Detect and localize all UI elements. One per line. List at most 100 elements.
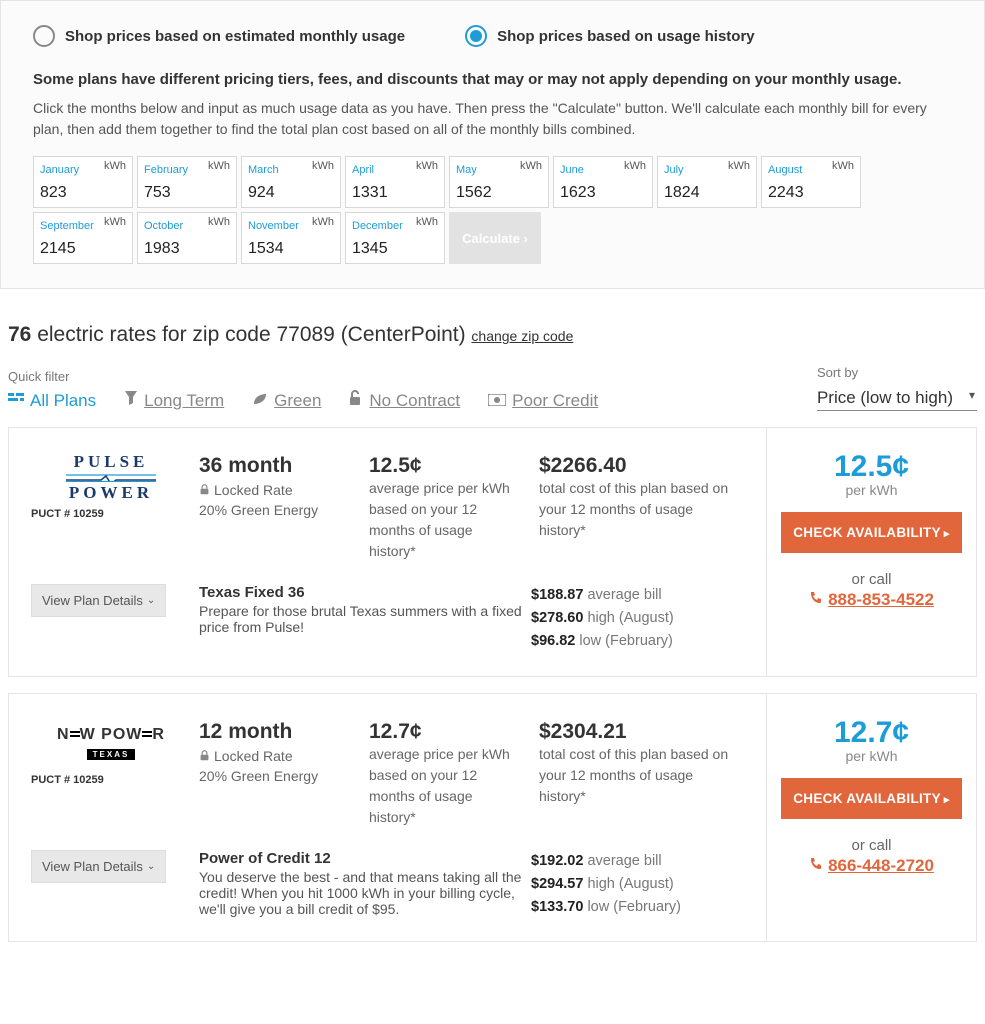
month-label: December xyxy=(352,220,403,232)
chevron-right-icon: ▸ xyxy=(944,794,950,806)
unit-label: kWh xyxy=(312,160,334,172)
plan-name: Texas Fixed 36 xyxy=(199,584,523,601)
month-input-april[interactable]: AprilkWh1331 xyxy=(345,156,445,208)
month-input-march[interactable]: MarchkWh924 xyxy=(241,156,341,208)
unit-label: kWh xyxy=(416,216,438,228)
filter-poor-credit[interactable]: Poor Credit xyxy=(488,390,598,411)
unit-label: kWh xyxy=(520,160,542,172)
phone-link[interactable]: 888-853-4522 xyxy=(809,590,934,610)
month-label: August xyxy=(768,164,802,176)
month-value: 1824 xyxy=(664,184,750,202)
high-bill-value: $278.60 xyxy=(531,610,583,626)
filter-label: No Contract xyxy=(369,391,460,411)
month-input-december[interactable]: DecemberkWh1345 xyxy=(345,212,445,264)
provider-column: PULSEPOWER PUCT # 10259 xyxy=(31,454,191,562)
view-plan-details-button[interactable]: View Plan Details⌄ xyxy=(31,584,166,617)
month-label: April xyxy=(352,164,374,176)
month-value: 1623 xyxy=(560,184,646,202)
side-price: 12.5¢ xyxy=(781,450,962,484)
filter-all-plans[interactable]: All Plans xyxy=(8,390,96,411)
green-energy: 20% Green Energy xyxy=(199,502,353,518)
month-input-may[interactable]: MaykWh1562 xyxy=(449,156,549,208)
month-value: 1983 xyxy=(144,240,230,258)
phone-icon xyxy=(809,590,823,610)
plan-card: NW POWRTEXASPUCT # 1025912 monthLocked R… xyxy=(8,693,977,943)
filter-sort-row: Quick filter All PlansLong TermGreenNo C… xyxy=(0,365,985,411)
month-input-august[interactable]: AugustkWh2243 xyxy=(761,156,861,208)
month-label: June xyxy=(560,164,584,176)
month-label: May xyxy=(456,164,477,176)
phone-link[interactable]: 866-448-2720 xyxy=(809,856,934,876)
shop-mode-radio-group: Shop prices based on estimated monthly u… xyxy=(33,25,952,47)
high-bill-label: high (August) xyxy=(587,610,673,626)
total-cost-desc: total cost of this plan based on your 12… xyxy=(539,744,736,807)
plan-term: 36 month xyxy=(199,454,353,478)
filter-long-term[interactable]: Long Term xyxy=(124,390,224,411)
month-input-september[interactable]: SeptemberkWh2145 xyxy=(33,212,133,264)
filter-label: Long Term xyxy=(144,391,224,411)
month-label: November xyxy=(248,220,299,232)
plans-list: PULSEPOWER PUCT # 10259 36 month Locked Rat… xyxy=(0,427,985,942)
lock-icon xyxy=(199,748,210,764)
results-header: 76 electric rates for zip code 77089 (Ce… xyxy=(0,289,985,347)
unit-label: kWh xyxy=(104,160,126,172)
chevron-down-icon: ⌄ xyxy=(147,595,155,606)
avg-bill-value: $188.87 xyxy=(531,587,583,603)
avg-bill-label: average bill xyxy=(587,587,661,603)
plan-name: Power of Credit 12 xyxy=(199,850,523,867)
per-kwh-label: per kWh xyxy=(781,748,962,764)
month-value: 823 xyxy=(40,184,126,202)
chevron-right-icon: ▸ xyxy=(944,528,950,540)
green-energy: 20% Green Energy xyxy=(199,768,353,784)
puct-number: PUCT # 10259 xyxy=(31,508,191,520)
sort-select[interactable]: Price (low to high) xyxy=(817,386,977,411)
filter-icon xyxy=(488,391,506,411)
month-input-july[interactable]: JulykWh1824 xyxy=(657,156,757,208)
provider-logo: NW POWRTEXAS xyxy=(57,726,165,762)
change-zip-link[interactable]: change zip code xyxy=(471,328,573,344)
month-input-november[interactable]: NovemberkWh1534 xyxy=(241,212,341,264)
chevron-down-icon: ⌄ xyxy=(147,861,155,872)
or-call-label: or call xyxy=(781,571,962,588)
view-plan-details-button[interactable]: View Plan Details⌄ xyxy=(31,850,166,883)
low-bill-value: $133.70 xyxy=(531,899,583,915)
month-input-june[interactable]: JunekWh1623 xyxy=(553,156,653,208)
filter-icon xyxy=(124,390,138,411)
bill-summary: $192.02 average bill$294.57 high (August… xyxy=(531,850,681,920)
filter-icon xyxy=(252,391,268,411)
high-bill-value: $294.57 xyxy=(531,876,583,892)
unit-label: kWh xyxy=(832,160,854,172)
per-kwh-label: per kWh xyxy=(781,482,962,498)
filter-icon xyxy=(349,390,363,411)
avg-price-desc: average price per kWh based on your 12 m… xyxy=(369,744,523,828)
provider-column: NW POWRTEXASPUCT # 10259 xyxy=(31,720,191,828)
low-bill-value: $96.82 xyxy=(531,633,575,649)
filter-no-contract[interactable]: No Contract xyxy=(349,390,460,411)
results-count: 76 xyxy=(8,323,31,346)
radio-label: Shop prices based on usage history xyxy=(497,28,755,45)
month-value: 1331 xyxy=(352,184,438,202)
check-availability-button[interactable]: CHECK AVAILABILITY▸ xyxy=(781,778,962,819)
locked-rate: Locked Rate xyxy=(199,748,353,764)
check-availability-button[interactable]: CHECK AVAILABILITY▸ xyxy=(781,512,962,553)
calculate-button[interactable]: Calculate › xyxy=(449,212,541,264)
provider-logo: PULSEPOWER xyxy=(66,453,156,502)
radio-usage-history[interactable]: Shop prices based on usage history xyxy=(465,25,755,47)
sort-section: Sort by Price (low to high) xyxy=(817,365,977,411)
month-value: 2145 xyxy=(40,240,126,258)
radio-estimated-usage[interactable]: Shop prices based on estimated monthly u… xyxy=(33,25,405,47)
or-call-label: or call xyxy=(781,837,962,854)
unit-label: kWh xyxy=(208,216,230,228)
avg-price-desc: average price per kWh based on your 12 m… xyxy=(369,478,523,562)
month-label: February xyxy=(144,164,188,176)
month-input-february[interactable]: FebruarykWh753 xyxy=(137,156,237,208)
filter-green[interactable]: Green xyxy=(252,390,321,411)
unit-label: kWh xyxy=(728,160,750,172)
unit-label: kWh xyxy=(208,160,230,172)
total-cost-desc: total cost of this plan based on your 12… xyxy=(539,478,736,541)
plan-side-panel: 12.5¢per kWh CHECK AVAILABILITY▸ or call 88… xyxy=(766,428,976,676)
high-bill-label: high (August) xyxy=(587,876,673,892)
month-input-january[interactable]: JanuarykWh823 xyxy=(33,156,133,208)
radio-icon xyxy=(465,25,487,47)
month-input-october[interactable]: OctoberkWh1983 xyxy=(137,212,237,264)
